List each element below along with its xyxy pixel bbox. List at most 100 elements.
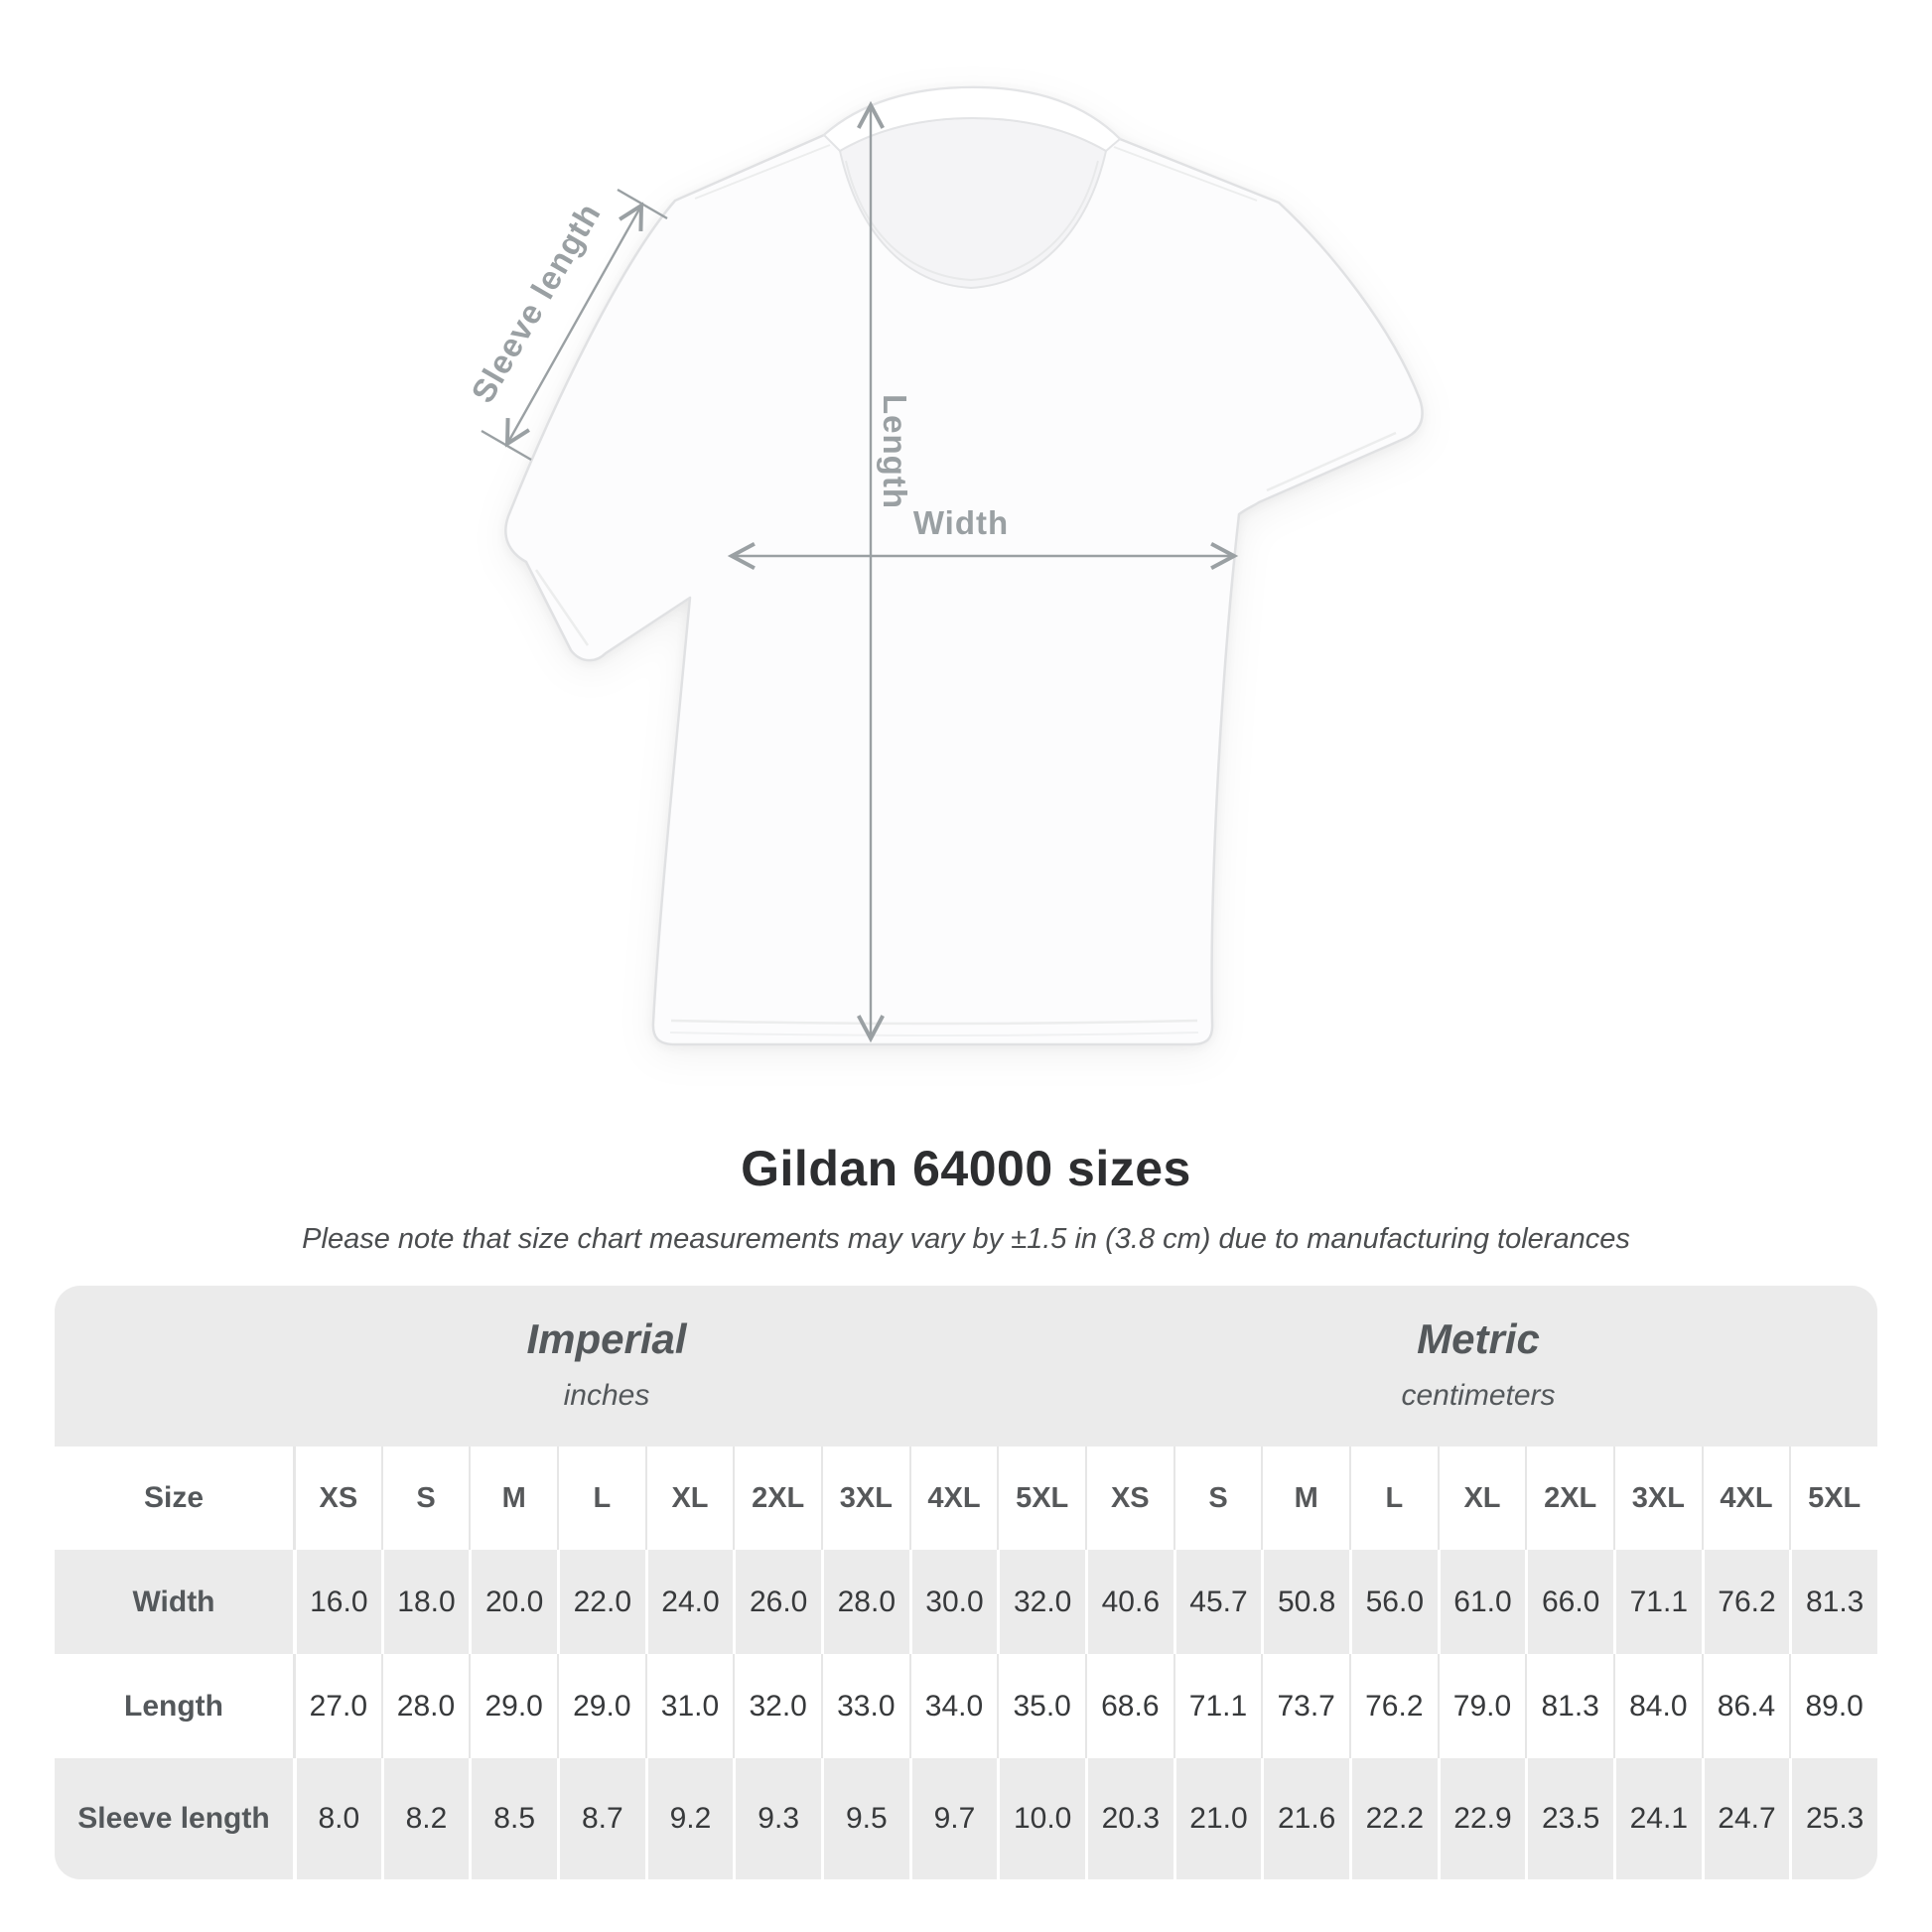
value-imperial: 22.0 (556, 1550, 645, 1654)
value-imperial: 35.0 (997, 1654, 1085, 1758)
value-imperial: 30.0 (908, 1550, 998, 1654)
value-metric: 81.3 (1789, 1550, 1877, 1654)
value-imperial: 31.0 (644, 1654, 734, 1758)
value-imperial: 9.5 (820, 1758, 909, 1879)
value-metric: 22.9 (1437, 1758, 1526, 1879)
value-metric: 89.0 (1789, 1654, 1877, 1758)
value-imperial: 9.2 (644, 1758, 734, 1879)
value-metric: 73.7 (1261, 1654, 1349, 1758)
size-column-header: Size (143, 1481, 205, 1514)
sleeve-length-row: Sleeve length 8.0 8.2 8.5 8.7 9.2 9.3 9.5 9.7 10.… (55, 1758, 1877, 1879)
unit-group-imperial: Imperial inches (526, 1315, 686, 1413)
value-imperial: 24.0 (644, 1550, 734, 1654)
value-metric: 21.0 (1173, 1758, 1262, 1879)
size-header-metric-m: M (1261, 1447, 1349, 1550)
value-metric: 81.3 (1525, 1654, 1613, 1758)
imperial-heading: Imperial (526, 1315, 687, 1362)
sleeve-hem-left (534, 569, 590, 646)
value-metric: 76.2 (1348, 1654, 1438, 1758)
unit-group-metric: Metric centimeters (1401, 1315, 1555, 1413)
value-imperial: 8.5 (469, 1758, 557, 1879)
sleeve-dimension-tick-top (617, 188, 668, 220)
metric-heading: Metric (1417, 1315, 1540, 1362)
size-header-metric-2xl: 2XL (1525, 1447, 1613, 1550)
value-imperial: 32.0 (733, 1654, 821, 1758)
sleeve-hem-right (1266, 431, 1397, 492)
imperial-unit: inches (563, 1379, 650, 1412)
value-metric: 86.4 (1701, 1654, 1790, 1758)
table-unit-header: Imperial inches Metric centimeters (55, 1286, 1877, 1447)
measurement-lines (481, 100, 1239, 1043)
value-imperial: 28.0 (820, 1550, 909, 1654)
chart-title: Gildan 64000 sizes (741, 1141, 1191, 1196)
value-imperial: 8.0 (293, 1758, 381, 1879)
length-label: Length (877, 394, 913, 509)
value-imperial: 33.0 (820, 1654, 909, 1758)
value-metric: 22.2 (1348, 1758, 1438, 1879)
tolerance-note: Please note that size chart measurements… (302, 1223, 1630, 1255)
size-header-imperial-m: M (469, 1447, 557, 1550)
value-metric: 79.0 (1437, 1654, 1526, 1758)
size-header-metric-5xl: 5XL (1789, 1447, 1877, 1550)
value-imperial: 29.0 (469, 1654, 557, 1758)
row-label: Sleeve length (77, 1802, 270, 1835)
value-imperial: 26.0 (733, 1550, 821, 1654)
value-imperial: 16.0 (293, 1550, 381, 1654)
size-header-imperial-xs: XS (293, 1447, 381, 1550)
value-imperial: 27.0 (293, 1654, 381, 1758)
row-label: Length (124, 1689, 223, 1723)
length-row: Length 27.0 28.0 29.0 29.0 31.0 32.0 33.0 34.0 35… (55, 1654, 1877, 1758)
size-header-imperial-4xl: 4XL (908, 1447, 998, 1550)
size-header-imperial-l: L (556, 1447, 645, 1550)
size-header-metric-3xl: 3XL (1612, 1447, 1702, 1550)
value-metric: 61.0 (1437, 1550, 1526, 1654)
value-imperial: 18.0 (380, 1550, 470, 1654)
size-header-row: Size XS S M L XL 2XL 3XL 4XL 5XL XS S M L XL 2XL 3XL 4XL 5… (55, 1447, 1877, 1550)
bottom-hem-stitch (670, 1019, 1198, 1026)
size-header-metric-l: L (1348, 1447, 1438, 1550)
metric-unit: centimeters (1401, 1379, 1556, 1412)
value-imperial: 9.7 (908, 1758, 998, 1879)
value-metric: 68.6 (1084, 1654, 1173, 1758)
value-imperial: 34.0 (908, 1654, 998, 1758)
value-metric: 23.5 (1525, 1758, 1613, 1879)
value-metric: 40.6 (1084, 1550, 1173, 1654)
value-metric: 24.7 (1701, 1758, 1790, 1879)
shoulder-seam-left (694, 144, 831, 200)
width-row: Width 16.0 18.0 20.0 22.0 24.0 26.0 28.0 30.0 32.… (55, 1550, 1877, 1654)
value-metric: 25.3 (1789, 1758, 1877, 1879)
size-header-imperial-s: S (380, 1447, 470, 1550)
shoulder-seam-right (1113, 146, 1258, 202)
value-imperial: 28.0 (380, 1654, 470, 1758)
size-header-imperial-2xl: 2XL (733, 1447, 821, 1550)
size-header-metric-4xl: 4XL (1701, 1447, 1790, 1550)
tshirt-collar-band (822, 85, 1122, 153)
value-metric: 50.8 (1261, 1550, 1349, 1654)
size-header-metric-xs: XS (1084, 1447, 1173, 1550)
tshirt-graphic (504, 85, 1424, 1046)
value-imperial: 10.0 (997, 1758, 1085, 1879)
tshirt-diagram (481, 85, 1424, 1046)
value-metric: 76.2 (1701, 1550, 1790, 1654)
value-imperial: 29.0 (556, 1654, 645, 1758)
value-imperial: 8.7 (556, 1758, 645, 1879)
value-imperial: 20.0 (469, 1550, 557, 1654)
value-metric: 66.0 (1525, 1550, 1613, 1654)
sleeve-dimension-line (504, 202, 644, 448)
size-header-metric-s: S (1173, 1447, 1262, 1550)
sleeve-dimension-tick-bottom (481, 429, 532, 462)
width-label: Width (912, 504, 1010, 541)
size-header-imperial-5xl: 5XL (997, 1447, 1085, 1550)
value-imperial: 9.3 (733, 1758, 821, 1879)
size-table: Imperial inches Metric centimeters Size X… (55, 1286, 1877, 1879)
value-metric: 21.6 (1261, 1758, 1349, 1879)
size-header-imperial-xl: XL (644, 1447, 734, 1550)
value-metric: 45.7 (1173, 1550, 1262, 1654)
value-imperial: 32.0 (997, 1550, 1085, 1654)
value-metric: 20.3 (1084, 1758, 1173, 1879)
size-header-metric-xl: XL (1437, 1447, 1526, 1550)
value-metric: 24.1 (1612, 1758, 1702, 1879)
value-metric: 56.0 (1348, 1550, 1438, 1654)
size-header-imperial-3xl: 3XL (820, 1447, 909, 1550)
